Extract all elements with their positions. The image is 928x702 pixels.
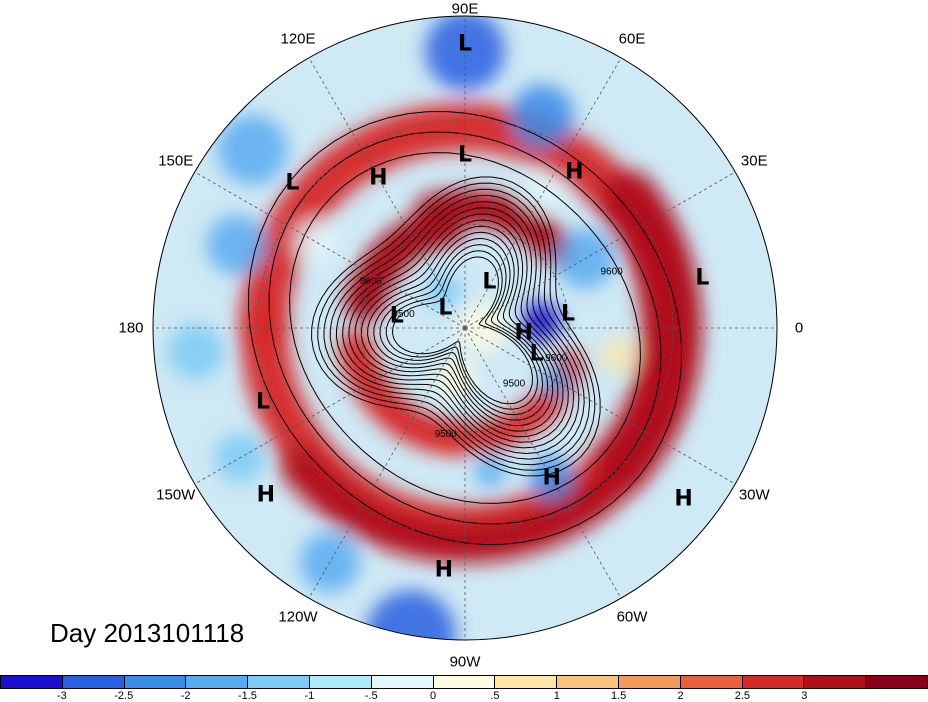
high-pressure-marker: H	[674, 486, 693, 512]
low-pressure-marker: L	[438, 295, 453, 321]
low-pressure-marker: L	[482, 269, 497, 295]
colorbar-cell	[742, 676, 805, 688]
contour-value-label: 9600	[360, 276, 383, 287]
colorbar-cell	[495, 676, 558, 688]
low-pressure-marker: L	[695, 265, 710, 291]
contour-value-label: 9600	[600, 267, 623, 278]
longitude-label: 30E	[740, 152, 768, 170]
colorbar-cell	[618, 676, 681, 688]
colorbar-cell	[186, 676, 249, 688]
high-pressure-marker: H	[514, 320, 533, 346]
meridian-line	[464, 57, 622, 329]
colorbar-tick-label: 2	[677, 690, 684, 702]
day-title: Day 2013101118	[50, 618, 245, 648]
longitude-label: 90W	[449, 653, 481, 671]
low-pressure-marker: L	[529, 341, 544, 367]
contour-value-label: 9500	[435, 429, 458, 440]
graticule	[153, 16, 777, 640]
low-pressure-marker: L	[457, 31, 473, 57]
contour-value-label: 9500	[392, 309, 415, 320]
colorbar-tick-label: 0	[430, 690, 437, 702]
latitude-circle	[256, 119, 674, 537]
longitude-label: 150E	[158, 152, 194, 170]
colorbar-tick-label: -3	[56, 690, 67, 702]
longitude-label: 120E	[280, 30, 316, 48]
high-pressure-marker: H	[369, 165, 388, 191]
high-pressure-marker: H	[256, 482, 276, 508]
low-pressure-marker: L	[560, 301, 575, 327]
colorbar-tick-label: .5	[490, 690, 500, 702]
high-pressure-marker: H	[565, 159, 584, 185]
colorbar-tick-label: 3	[801, 690, 808, 702]
meridian-line	[194, 171, 466, 329]
meridian-line	[308, 57, 466, 329]
colorbar-tick-label: 2.5	[734, 690, 751, 702]
longitude-label: 180	[118, 319, 144, 337]
colorbar-cell	[371, 676, 434, 688]
low-pressure-marker: L	[285, 170, 300, 196]
colorbar-cell	[248, 676, 310, 688]
colorbar-tick-label: -1.5	[237, 690, 257, 702]
meridian-line	[464, 171, 736, 329]
colorbar-tick-label: -2	[180, 690, 191, 702]
contour-value-label: 9600	[545, 353, 568, 364]
low-pressure-marker: L	[389, 303, 404, 329]
colorbar-cell	[62, 676, 125, 688]
height-contour-line	[247, 110, 683, 546]
meridian-line	[308, 327, 466, 599]
colorbar-cell	[1, 676, 63, 688]
colorbar-cell	[680, 676, 743, 688]
colorbar-cell	[866, 676, 927, 688]
longitude-label: 60E	[618, 30, 646, 48]
longitude-label: 150W	[156, 486, 196, 504]
longitude-label: 120W	[278, 608, 318, 626]
colorbar-tick-label: 1.5	[611, 690, 627, 702]
contour-value-label: 9500	[503, 378, 526, 389]
longitude-label: 90E	[451, 0, 479, 18]
high-pressure-marker: H	[542, 465, 561, 491]
colorbar	[0, 675, 928, 689]
colorbar-tick-label: -2.5	[114, 690, 134, 702]
colorbar-tick-label: 1	[553, 690, 560, 702]
height-contour-line	[289, 152, 641, 504]
meridian-line	[464, 327, 736, 485]
colorbar-tick-label: -.5	[364, 690, 378, 702]
low-pressure-marker: L	[457, 142, 473, 168]
map-boundary	[152, 15, 778, 641]
meridian-line	[194, 327, 466, 485]
colorbar-cell	[804, 676, 867, 688]
colorbar-cell	[557, 676, 619, 688]
high-pressure-marker: H	[434, 557, 454, 583]
colorbar-cell	[433, 676, 496, 688]
longitude-label: 0	[794, 319, 804, 337]
longitude-label: 60W	[616, 608, 648, 626]
meridian-line	[464, 327, 622, 599]
low-pressure-marker: L	[256, 389, 271, 414]
longitude-label: 30W	[738, 486, 770, 504]
colorbar-cell	[124, 676, 187, 688]
colorbar-tick-label: -1	[304, 690, 315, 702]
colorbar-cell	[309, 676, 372, 688]
